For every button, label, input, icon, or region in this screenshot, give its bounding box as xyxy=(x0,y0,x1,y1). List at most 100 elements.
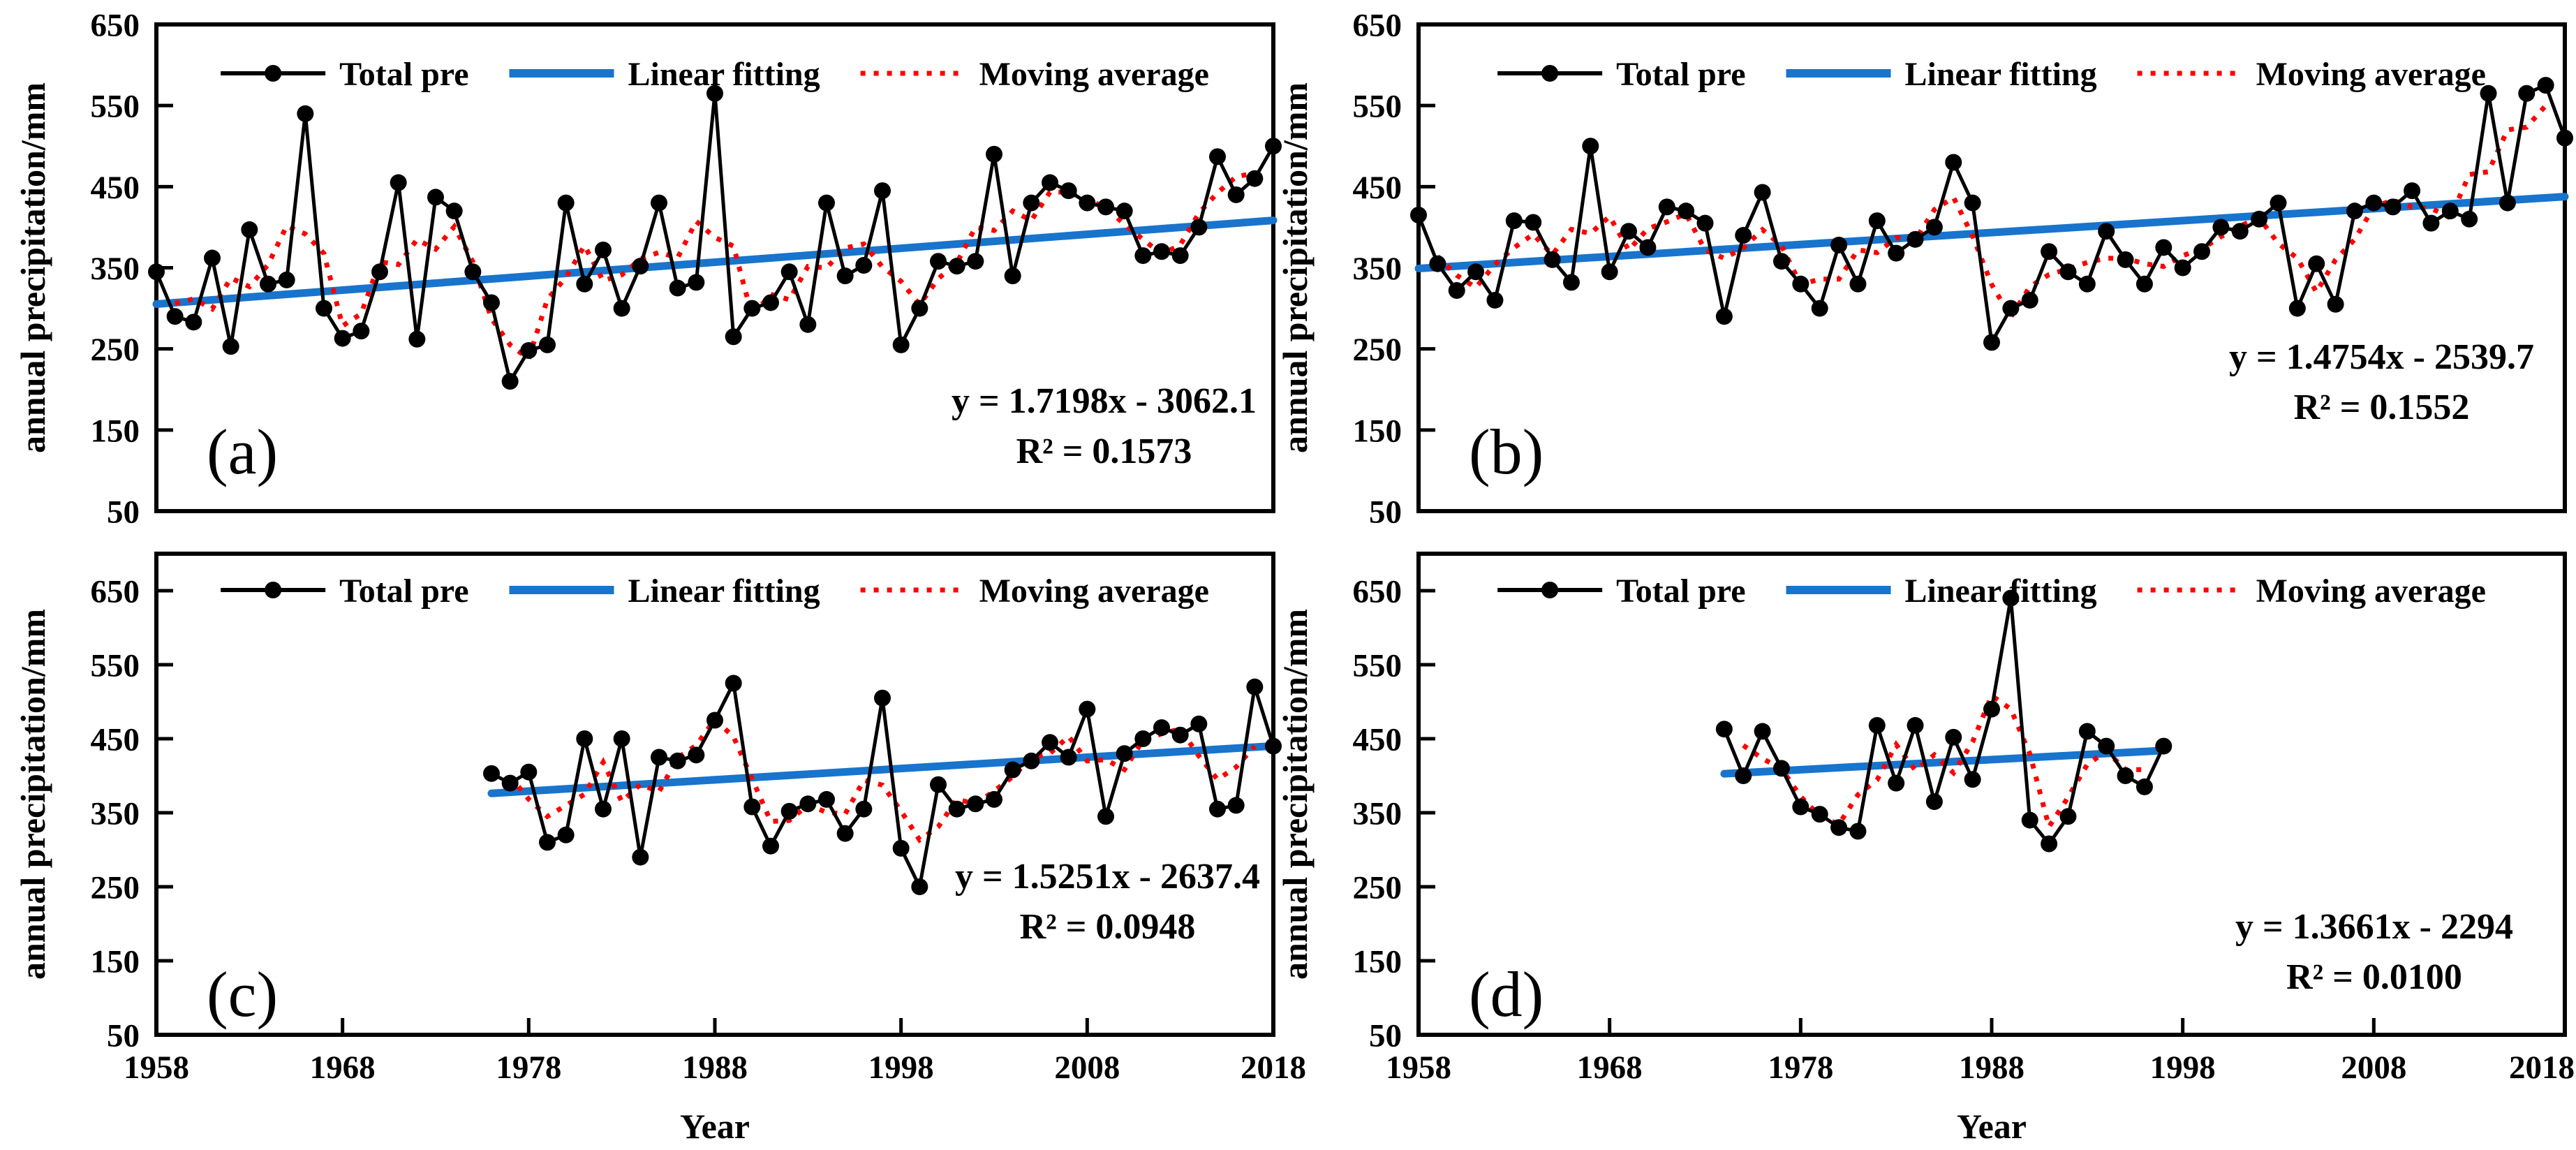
data-point-marker xyxy=(651,749,667,766)
data-point-marker xyxy=(1907,716,1924,734)
data-point-marker xyxy=(1907,230,1924,248)
y-tick-label: 150 xyxy=(91,413,140,449)
data-point-marker xyxy=(2518,84,2536,102)
y-axis-title: annual precipitation/mm xyxy=(13,609,52,980)
data-point-marker xyxy=(892,839,910,857)
panel-d: 50 150 250 350 450 550 650 1958 1968 1978 1988 1998… xyxy=(1275,552,2575,1146)
x-tick-label: 1998 xyxy=(868,1049,934,1086)
data-point-marker xyxy=(1945,728,1962,746)
data-point-marker xyxy=(1735,767,1752,784)
data-point-marker xyxy=(1042,734,1058,751)
legend: Total pre Linear fitting Moving average xyxy=(1497,573,2486,610)
data-point-marker xyxy=(1696,214,1714,232)
legend-total-pre-label: Total pre xyxy=(339,56,468,93)
data-point-marker xyxy=(2365,194,2383,212)
data-point-marker xyxy=(390,174,407,191)
data-point-marker xyxy=(1811,806,1828,823)
data-point-marker xyxy=(2135,778,2153,795)
data-point-marker xyxy=(1505,212,1523,230)
y-tick-label: 350 xyxy=(91,795,140,832)
data-point-marker xyxy=(1849,275,1867,293)
data-point-marker xyxy=(1023,194,1040,212)
data-point-marker xyxy=(241,221,258,238)
data-point-marker xyxy=(1945,154,1962,171)
y-tick-label: 350 xyxy=(1353,795,1402,832)
data-point-marker xyxy=(1060,749,1077,766)
data-point-marker xyxy=(948,800,965,818)
data-point-marker xyxy=(948,258,965,275)
data-point-marker xyxy=(2002,589,2020,607)
data-point-marker xyxy=(1410,206,1427,223)
data-point-marker xyxy=(1868,716,1886,734)
data-point-marker xyxy=(2480,84,2497,102)
plot-frame xyxy=(154,552,1275,1037)
data-point-marker xyxy=(651,194,667,212)
data-point-marker xyxy=(799,316,817,333)
data-point-marker xyxy=(464,263,482,281)
r-squared-value: R² = 0.1573 xyxy=(1016,432,1192,471)
data-point-marker xyxy=(2327,295,2344,313)
data-point-marker xyxy=(427,189,444,206)
data-point-marker xyxy=(595,800,612,818)
data-point-marker xyxy=(2021,291,2038,309)
y-tick-label: 50 xyxy=(107,494,140,530)
data-point-marker xyxy=(930,253,947,270)
data-point-marker xyxy=(1715,308,1733,325)
y-tick-label: 50 xyxy=(1369,1017,1402,1054)
data-point-marker xyxy=(2537,77,2554,94)
data-point-marker xyxy=(706,84,723,102)
x-tick-label: 1958 xyxy=(1386,1049,1451,1086)
y-tick-label: 650 xyxy=(91,7,140,43)
data-point-marker xyxy=(2270,194,2287,212)
data-point-marker xyxy=(1097,198,1114,216)
legend-linear-fitting-label: Linear fitting xyxy=(1905,573,2097,610)
plot-frame xyxy=(1416,22,2567,513)
legend: Total pre Linear fitting Moving average xyxy=(221,56,1209,93)
data-point-marker xyxy=(334,330,351,347)
data-point-marker xyxy=(1754,723,1771,740)
data-point-marker xyxy=(2212,219,2230,236)
legend-total-pre-label: Total pre xyxy=(1616,573,1745,610)
data-point-marker xyxy=(2384,198,2401,216)
y-tick-label: 550 xyxy=(91,89,140,125)
x-tick-label: 1978 xyxy=(1768,1049,1833,1086)
data-point-marker xyxy=(1134,730,1152,747)
y-axis-title: annual precipitation/mm xyxy=(13,82,52,453)
data-point-marker xyxy=(780,263,798,281)
panel-b: 50 150 250 350 450 550 650 annual precipitation… xyxy=(1275,7,2573,530)
y-tick-label: 350 xyxy=(1353,251,1402,287)
data-point-marker xyxy=(1658,198,1675,216)
data-point-marker xyxy=(1811,300,1828,317)
fit-equation: y = 1.7198x - 3062.1 xyxy=(952,381,1257,421)
data-point-marker xyxy=(2117,251,2134,268)
data-point-marker xyxy=(1925,793,1943,811)
legend-marker-dot xyxy=(1541,582,1559,598)
data-point-marker xyxy=(1134,247,1152,265)
data-point-marker xyxy=(632,848,649,866)
data-point-marker xyxy=(1116,202,1133,220)
data-point-marker xyxy=(1582,138,1599,155)
data-point-marker xyxy=(539,834,556,851)
y-tick-label: 450 xyxy=(91,721,140,758)
data-point-marker xyxy=(1190,219,1208,236)
data-point-marker xyxy=(930,776,947,793)
legend-linear-fitting-label: Linear fitting xyxy=(1905,56,2097,93)
legend-marker-dot xyxy=(1541,65,1559,82)
x-tick-label: 1988 xyxy=(682,1049,748,1086)
y-tick-label: 350 xyxy=(91,251,140,287)
data-point-marker xyxy=(1620,223,1638,240)
data-point-marker xyxy=(520,341,538,359)
data-point-marker xyxy=(1715,721,1733,738)
y-tick-label: 450 xyxy=(1353,721,1402,758)
data-point-marker xyxy=(2499,194,2516,212)
data-point-marker xyxy=(1209,800,1226,818)
fit-equation: y = 1.4754x - 2539.7 xyxy=(2229,337,2534,377)
data-point-marker xyxy=(799,795,817,813)
y-tick-label: 550 xyxy=(1353,89,1402,125)
data-point-marker xyxy=(2002,300,2020,317)
y-tick-label: 450 xyxy=(1353,170,1402,206)
data-point-marker xyxy=(874,182,891,200)
data-point-marker xyxy=(1868,212,1886,230)
panel-c: 50 150 250 350 450 550 650 1958 1968 1978 1988 1998… xyxy=(13,552,1306,1146)
data-point-marker xyxy=(967,795,984,813)
